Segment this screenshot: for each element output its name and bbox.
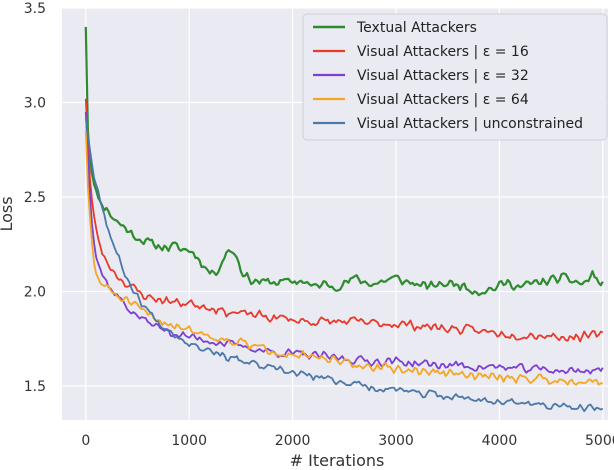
series-line: [84, 98, 603, 343]
legend-entry: Textual Attackers: [356, 20, 477, 36]
legend-entry: Visual Attackers | ε = 32: [357, 68, 529, 84]
x-tick-label: 5000: [585, 433, 614, 449]
x-tick-label: 2000: [275, 433, 311, 449]
legend-entry: Visual Attackers | ε = 16: [357, 44, 529, 60]
y-tick-label: 3.5: [24, 1, 46, 17]
legend-entry: Visual Attackers | ε = 64: [357, 92, 529, 108]
y-tick-labels: 1.5 2.0 2.5 3.0 3.5: [24, 1, 46, 395]
y-tick-label: 2.0: [24, 284, 46, 300]
series-line: [84, 130, 603, 386]
legend-entry: Visual Attackers | unconstrained: [357, 116, 583, 132]
x-tick-label: 4000: [482, 433, 518, 449]
x-tick-label: 3000: [378, 433, 414, 449]
x-tick-label: 1000: [171, 433, 207, 449]
series-line: [84, 26, 604, 297]
legend-box: [302, 13, 608, 141]
x-axis-label: # Iterations: [290, 451, 385, 470]
y-tick-label: 3.0: [24, 95, 46, 111]
y-axis-label: Loss: [0, 196, 16, 231]
series-layer: [84, 26, 604, 413]
legend: Textual Attackers Visual Attackers | ε = …: [302, 13, 608, 141]
series-line: [84, 117, 604, 413]
y-tick-label: 1.5: [24, 379, 46, 395]
x-tick-label: 0: [81, 433, 90, 449]
x-tick-labels: 0 1000 2000 3000 4000 5000: [81, 433, 614, 449]
y-tick-label: 2.5: [24, 190, 46, 206]
